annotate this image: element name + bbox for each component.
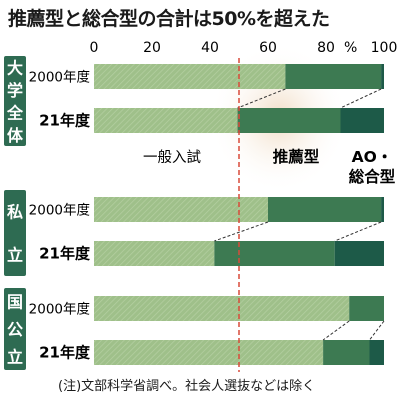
legend-label-recommendation: 推薦型 [273, 147, 320, 166]
group-tag [4, 56, 26, 146]
connector-line [334, 221, 382, 242]
group-tag-char: 学 [7, 81, 23, 100]
group-tag [4, 190, 26, 276]
chart-title: 推薦型と総合型の合計は50%を超えた [8, 8, 330, 30]
group-tag-char: 公 [7, 320, 23, 339]
bar-segment-general [94, 197, 268, 222]
group-tag-char: 全 [6, 103, 24, 122]
group-tag-char: 国 [7, 293, 23, 312]
bar-segment-ao [340, 108, 384, 133]
x-tick-label: 80 [317, 40, 335, 56]
group-tag-char: 私 [7, 203, 23, 222]
connector-line [214, 221, 269, 242]
group-tag-char: 立 [7, 246, 23, 265]
bar-segment-ao [381, 197, 384, 222]
connector-line [340, 88, 382, 109]
connector-line [322, 320, 350, 341]
group-tag [4, 288, 26, 370]
legend-label-general: 一般入試 [143, 149, 201, 166]
bar-segment-recommendation [214, 241, 335, 266]
bar-label: 21年度 [39, 245, 91, 263]
bar-label: 21年度 [39, 112, 91, 130]
connector-line [237, 88, 286, 109]
legend-label-ao: 総合型 [349, 167, 396, 186]
x-unit-label: % [344, 40, 357, 56]
connector-line [369, 320, 385, 341]
group-tag-char: 立 [7, 347, 23, 366]
bar-segment-general [94, 108, 238, 133]
bar-label: 2000年度 [29, 302, 90, 318]
bar-segment-recommendation [285, 64, 382, 89]
x-tick-label: 20 [143, 40, 161, 56]
bar-segment-recommendation [323, 340, 370, 365]
bar-label: 21年度 [39, 344, 91, 362]
x-tick-label: 100 [371, 40, 398, 56]
bar-segment-recommendation [268, 197, 382, 222]
source-note: (注)文部科学省調べ。社会人選抜などは除く [58, 379, 316, 394]
bar-segment-recommendation [237, 108, 341, 133]
bar-segment-ao [381, 64, 384, 89]
bar-segment-general [94, 64, 286, 89]
bar-segment-general [94, 241, 215, 266]
x-tick-label: 40 [201, 40, 219, 56]
x-tick-label: 0 [90, 40, 99, 56]
bar-label: 2000年度 [29, 203, 90, 219]
group-tag-char: 大 [7, 58, 23, 77]
x-tick-label: 60 [259, 40, 277, 56]
bar-segment-recommendation [349, 296, 384, 321]
bar-label: 2000年度 [29, 70, 90, 86]
bar-segment-ao [334, 241, 384, 266]
bar-segment-ao [369, 340, 384, 365]
legend-label-ao: AO・ [352, 148, 393, 166]
bar-segment-general [94, 296, 350, 321]
bar-segment-general [94, 340, 324, 365]
group-tag-char: 体 [7, 126, 24, 145]
